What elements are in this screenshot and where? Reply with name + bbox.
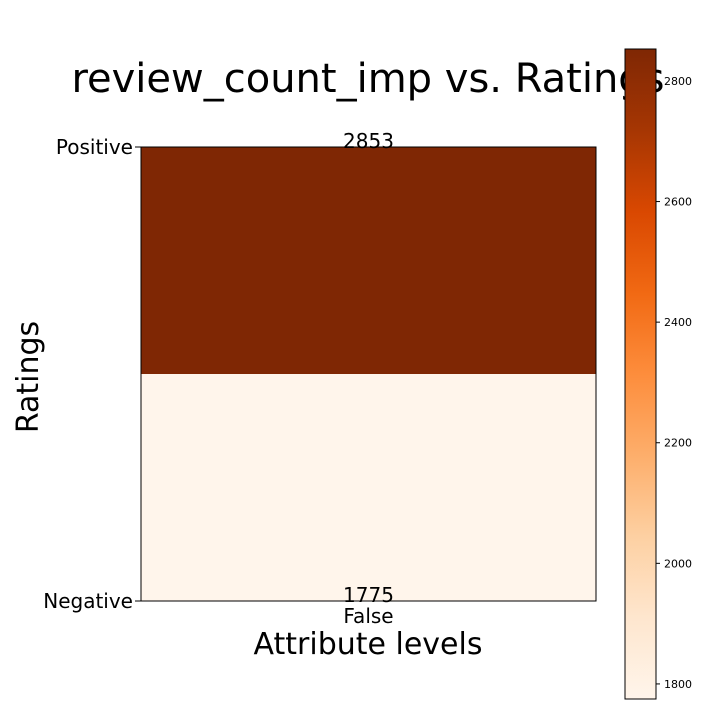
cell-annotations: 2853 1775 — [343, 129, 394, 607]
colorbar-tick-label: 2000 — [664, 557, 692, 570]
y-axis-label: Ratings — [11, 321, 46, 433]
colorbar-ticks: 1800 2000 2200 2400 2600 2800 — [656, 75, 692, 691]
y-tick-label: Negative — [43, 589, 133, 613]
heatmap-cells — [141, 147, 596, 601]
colorbar-tick-label: 2400 — [664, 316, 692, 329]
colorbar-tick-label: 2200 — [664, 437, 692, 450]
x-tick-labels: False — [343, 604, 393, 628]
y-tick-label: Positive — [56, 135, 133, 159]
cell-annotation: 2853 — [343, 129, 394, 153]
colorbar-tick-label: 2800 — [664, 75, 692, 88]
colorbar: 1800 2000 2200 2400 2600 2800 — [624, 48, 692, 700]
x-axis-label: Attribute levels — [254, 627, 483, 662]
chart-title: review_count_imp vs. Ratings — [71, 56, 664, 102]
x-tick-label: False — [343, 604, 393, 628]
colorbar-gradient — [624, 48, 657, 700]
colorbar-tick-label: 2600 — [664, 196, 692, 209]
cell-annotation: 1775 — [343, 583, 394, 607]
heatmap-cell-positive — [141, 147, 596, 374]
heatmap-cell-negative — [141, 374, 596, 601]
colorbar-tick-label: 1800 — [664, 678, 692, 691]
plot-frame — [140, 146, 597, 602]
y-tick-labels: Positive Negative — [43, 135, 141, 613]
